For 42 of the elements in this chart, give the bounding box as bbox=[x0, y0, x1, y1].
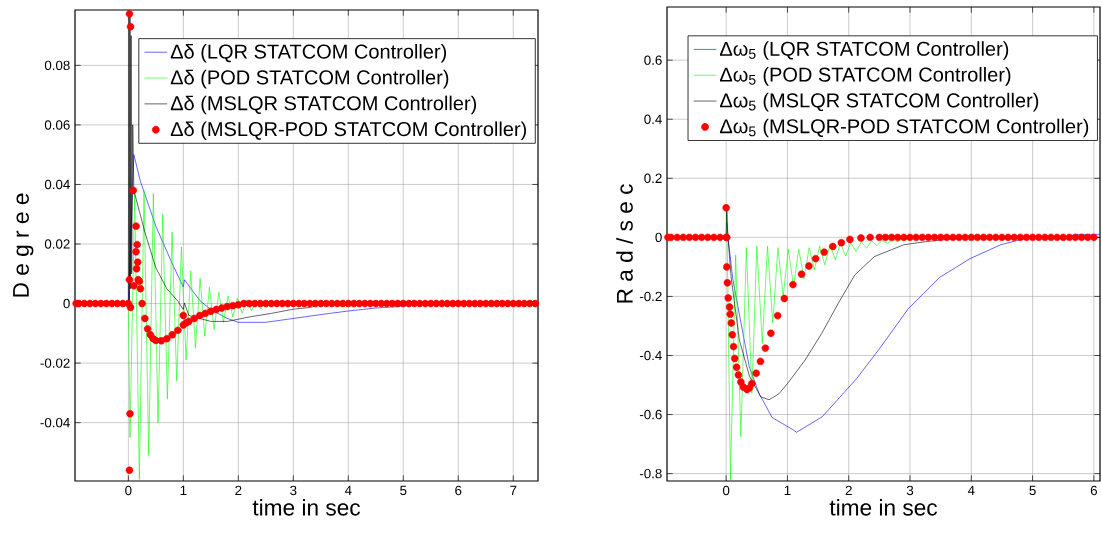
y-tick-label: 0.06 bbox=[44, 120, 70, 130]
y-tick-label: -0.6 bbox=[639, 409, 662, 420]
x-tick-label: 5 bbox=[1029, 485, 1036, 496]
y-tick-label: -0.04 bbox=[40, 417, 70, 428]
y-tick-label: -0.8 bbox=[639, 468, 662, 479]
x-tick-label: 1 bbox=[784, 485, 791, 495]
x-tick-label: 6 bbox=[455, 485, 462, 496]
x-tick-label: 4 bbox=[967, 485, 975, 495]
x-tick-label: 0 bbox=[722, 485, 730, 496]
y-axis-title: D e g r e e bbox=[13, 193, 34, 297]
y-tick-label: 0.02 bbox=[44, 239, 70, 249]
legend-label: Δω$_{5}$ (POD STATCOM Controller) bbox=[719, 67, 1011, 86]
x-tick-label: 2 bbox=[845, 485, 852, 496]
legend-label: Δω$_{5}$ (LQR STATCOM Controller) bbox=[719, 41, 1009, 60]
legend-label: Δω$_{5}$ (MSLQR STATCOM Controller) bbox=[719, 92, 1039, 112]
x-axis-title: time in sec bbox=[829, 498, 938, 516]
x-tick-label: 3 bbox=[906, 485, 914, 496]
x-tick-label: 2 bbox=[235, 485, 242, 496]
y-tick-label: -0.2 bbox=[639, 291, 662, 302]
y-tick-label: -0.02 bbox=[40, 358, 70, 368]
y-tick-label: 0 bbox=[63, 298, 70, 309]
y-tick-label: 0.4 bbox=[644, 114, 662, 124]
y-tick-label: 0.6 bbox=[644, 55, 662, 65]
x-tick-label: 5 bbox=[400, 485, 407, 496]
y-tick-label: 0.08 bbox=[44, 60, 70, 71]
x-tick-label: 4 bbox=[344, 485, 352, 495]
y-tick-label: 0.04 bbox=[44, 179, 70, 190]
y-tick-label: 0.2 bbox=[644, 173, 662, 183]
y-tick-label: -0.4 bbox=[639, 350, 662, 361]
y-tick-label: 0 bbox=[655, 232, 662, 243]
x-tick-label: 1 bbox=[180, 485, 187, 495]
x-tick-label: 7 bbox=[510, 485, 517, 495]
x-tick-label: 3 bbox=[290, 485, 297, 496]
x-tick-label: 6 bbox=[1090, 485, 1098, 496]
legend-label: Δδ (MSLQR STATCOM Controller) bbox=[170, 95, 477, 115]
y-axis-title: R a d / s e c bbox=[616, 184, 633, 303]
x-axis-title: time in sec bbox=[252, 498, 361, 516]
legend-label: Δδ (MSLQR-POD STATCOM Controller) bbox=[170, 121, 527, 141]
legend-label: Δδ (LQR STATCOM Controller) bbox=[170, 43, 447, 63]
legend-label: Δω$_{5}$ (MSLQR-POD STATCOM Controller) bbox=[719, 118, 1089, 138]
x-tick-label: 0 bbox=[125, 485, 132, 496]
legend-label: Δδ (POD STATCOM Controller) bbox=[170, 69, 449, 89]
